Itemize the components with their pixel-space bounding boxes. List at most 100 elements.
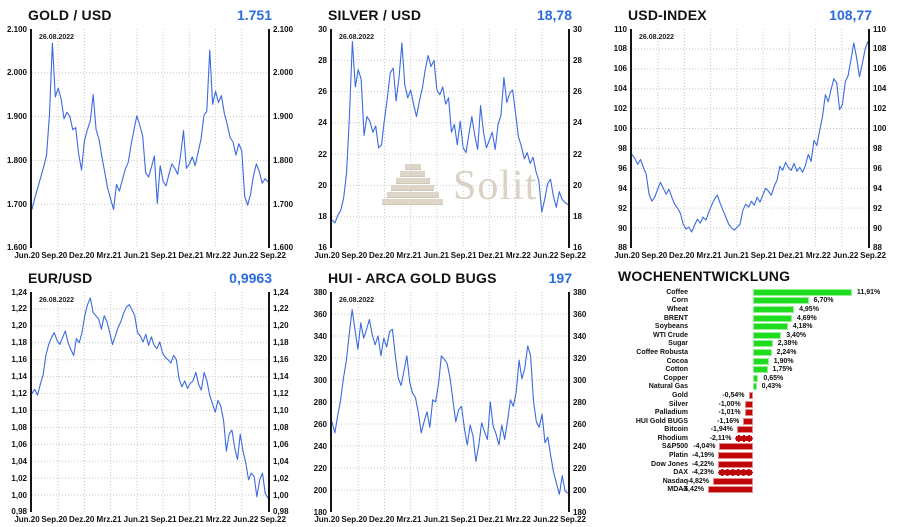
- negative-bar: [717, 469, 753, 477]
- x-tick-label: Dez.20: [668, 251, 695, 260]
- bar-zone: 3,40%: [697, 331, 900, 340]
- positive-bar: [753, 297, 809, 305]
- x-tick-label: Sep.20: [341, 251, 368, 260]
- bar-category-label: MDAX: [667, 486, 688, 494]
- bar-row: Sugar 2,38%: [600, 340, 900, 349]
- panel-header: GOLD / USD 1.751: [0, 3, 300, 27]
- y-axis-right: 2.100 2.000 1.900 1.800 1.700 1.600: [273, 24, 294, 253]
- x-tick-label: Jun.21: [723, 251, 749, 260]
- bar-category-label: HUI Gold BUGS: [635, 417, 688, 425]
- bar-value-label: 2,38%: [777, 340, 798, 348]
- y-axis-left: 30 28 26 24 22 20 18 16: [318, 24, 327, 253]
- bar-row: Rhodium -2,11%: [600, 434, 900, 443]
- bar-row: S&P500 -4,04%: [600, 443, 900, 452]
- chart-plot: 26.08.2022: [330, 292, 570, 512]
- panel-wochenentwicklung: WOCHENENTWICKLUNG Coffee 11,91% Corn 6,70% W…: [600, 263, 900, 527]
- x-tick-label: Sep.21: [150, 515, 177, 524]
- bar-zone: -1,00%: [697, 400, 900, 409]
- x-tick-label: Jun.21: [423, 251, 449, 260]
- bar-value-label: 0,65%: [763, 374, 784, 382]
- bar-value-label: -4,19%: [692, 452, 715, 460]
- x-tick-label: Sep.21: [750, 251, 777, 260]
- bar-row: Nasdaq -4,82%: [600, 477, 900, 486]
- negative-bar: [708, 486, 753, 494]
- x-tick-label: Sep.20: [341, 515, 368, 524]
- positive-bar: [753, 340, 773, 348]
- x-tick-label: Sep.22: [260, 515, 286, 524]
- positive-bar: [753, 383, 757, 391]
- x-tick-label: Jun.20: [14, 251, 40, 260]
- chart-area: 2.100 2.000 1.900 1.800 1.700 1.600 26.08.202…: [0, 24, 300, 253]
- bar-category-label: Platin: [668, 452, 688, 460]
- bar-zone: -1,16%: [697, 417, 900, 426]
- x-tick-label: Sep.20: [41, 251, 68, 260]
- bar-row: Dow Jones -4,22%: [600, 460, 900, 469]
- bar-value-label: -1,01%: [718, 409, 741, 417]
- bar-value-label: 2,24%: [776, 348, 797, 356]
- bar-value-label: -4,22%: [691, 460, 714, 468]
- x-tick-label: Dez.21: [178, 251, 204, 260]
- bar-value-label: 4,18%: [792, 323, 813, 331]
- bar-row: Wheat 4,95%: [600, 305, 900, 314]
- price-line: [332, 42, 568, 223]
- panel-header: EUR/USD 0,9963: [0, 266, 300, 290]
- positive-bar: [753, 357, 769, 365]
- negative-bar: [712, 477, 753, 485]
- bar-category-label: Copper: [663, 374, 689, 382]
- bar-row: BRENT 4,69%: [600, 314, 900, 323]
- bar-zone: -2,11%: [697, 434, 900, 443]
- chart-area: 30 28 26 24 22 20 18 16 26.08.2022 Solit 30 28 26…: [300, 24, 600, 253]
- chart-title: USD-INDEX: [628, 7, 707, 23]
- bar-zone: -4,04%: [693, 443, 900, 452]
- x-tick-label: Dez.21: [778, 251, 804, 260]
- line-chart-svg: [32, 29, 268, 248]
- bar-category-label: Rhodium: [657, 434, 688, 442]
- y-axis-left: 2.100 2.000 1.900 1.800 1.700 1.600: [6, 24, 27, 253]
- bar-value-label: -4,23%: [691, 469, 714, 477]
- x-tick-label: Jun.21: [123, 251, 149, 260]
- bar-value-label: -2,11%: [709, 434, 732, 442]
- panel-silver-usd: SILVER / USD 18,78 30 28 26 24 22 20 18 16 26.0…: [300, 0, 600, 263]
- bar-value-label: -5,42%: [681, 486, 704, 494]
- bar-category-label: Sugar: [668, 340, 688, 348]
- x-tick-label: Mrz.21: [396, 515, 422, 524]
- x-tick-label: Sep.20: [41, 515, 68, 524]
- line-chart-svg: [632, 29, 868, 248]
- bar-zone: 2,38%: [697, 340, 900, 349]
- x-tick-label: Sep.22: [260, 251, 286, 260]
- bar-category-label: Palladium: [654, 409, 688, 417]
- panel-header: USD-INDEX 108,77: [600, 3, 900, 27]
- panel-header: WOCHENENTWICKLUNG: [600, 266, 900, 285]
- panel-gold-usd: GOLD / USD 1.751 2.100 2.000 1.900 1.800 1.7…: [0, 0, 300, 263]
- line-chart-svg: [32, 292, 268, 512]
- chart-current-value: 18,78: [536, 7, 572, 23]
- date-annotation: 26.08.2022: [39, 34, 75, 41]
- bar-row: DAX -4,23%: [600, 468, 900, 477]
- bar-value-label: 1,75%: [772, 366, 793, 374]
- x-tick-label: Sep.22: [560, 515, 586, 524]
- bar-value-label: 1,90%: [773, 357, 794, 365]
- bar-category-label: Silver: [668, 400, 688, 408]
- negative-bar: [735, 434, 753, 442]
- negative-bar: [744, 409, 753, 417]
- bar-value-label: 11,91%: [856, 288, 881, 296]
- bar-row: Corn 6,70%: [600, 297, 900, 306]
- x-axis: Jun.20 Sep.20 Dez.20 Mrz.21 Jun.21 Sep.21 Dez.…: [14, 512, 286, 527]
- bar-category-label: Natural Gas: [648, 383, 688, 391]
- bar-row: Bitcoin -1,94%: [600, 426, 900, 435]
- chart-current-value: 1.751: [236, 7, 272, 23]
- bar-value-label: -4,82%: [686, 477, 709, 485]
- y-axis-right: 1,24 1,22 1,20 1,18 1,16 1,14 1,12 1,10 1,08 1,06…: [273, 287, 289, 517]
- chart-area: 380 360 340 320 300 280 260 240 220 200 180 26.08.…: [300, 288, 600, 517]
- bar-row: Copper 0,65%: [600, 374, 900, 383]
- x-tick-label: Mrz.22: [205, 251, 231, 260]
- x-tick-label: Dez.21: [478, 251, 504, 260]
- bar-category-label: S&P500: [661, 443, 688, 451]
- panel-hui-arca-gold-bugs: HUI - ARCA GOLD BUGS 197 380 360 340 320 300…: [300, 263, 600, 527]
- bar-category-label: Soybeans: [654, 323, 688, 331]
- date-annotation: 26.08.2022: [339, 297, 375, 304]
- positive-bar: [753, 374, 759, 382]
- bar-value-label: 4,95%: [799, 305, 819, 313]
- bar-row: Silver -1,00%: [600, 400, 900, 409]
